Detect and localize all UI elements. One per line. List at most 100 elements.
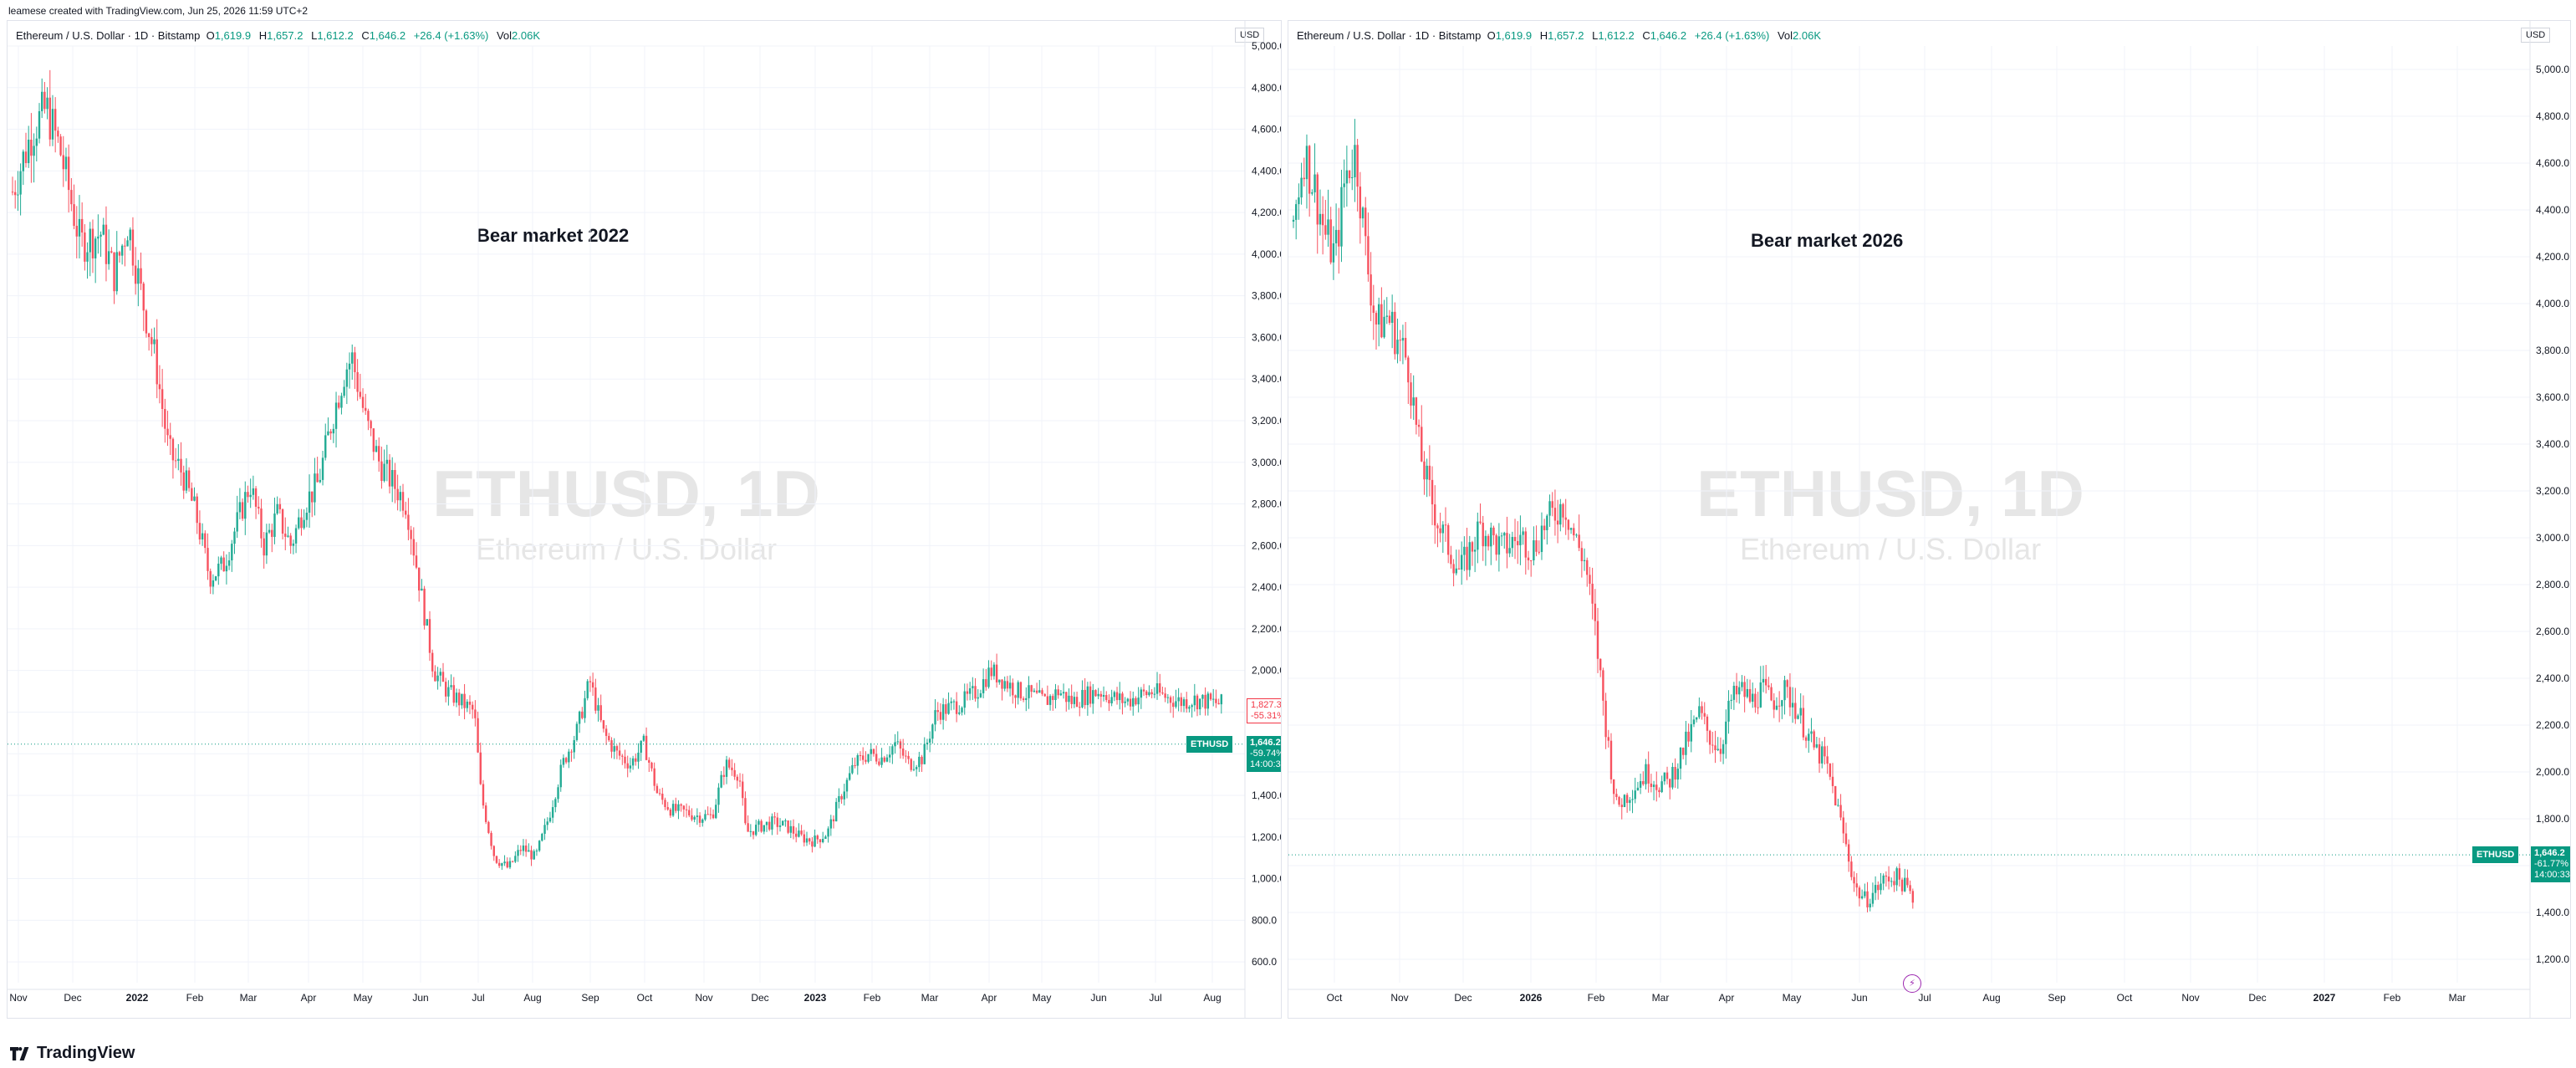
- candle-body: [1594, 603, 1597, 621]
- candle-body: [359, 391, 362, 397]
- x-tick-label: Oct: [1327, 992, 1343, 1004]
- candle-body: [987, 667, 990, 687]
- candle-body: [91, 228, 94, 258]
- candle-body: [1177, 697, 1180, 702]
- candle-body: [635, 758, 637, 762]
- candle-body: [428, 619, 431, 653]
- candle-body: [658, 793, 661, 795]
- candle-body: [1511, 537, 1514, 549]
- candle-body: [1802, 708, 1805, 738]
- candle-body: [1471, 542, 1474, 552]
- candle-body: [1294, 204, 1298, 220]
- candle-body: [1417, 424, 1421, 427]
- candle-body: [968, 687, 972, 694]
- candles: [11, 69, 1223, 871]
- candle-body: [490, 832, 492, 846]
- candle-body: [1818, 744, 1821, 764]
- candle-body: [227, 560, 231, 566]
- candle-body: [966, 691, 969, 694]
- candle-body: [821, 839, 824, 843]
- candle-body: [706, 814, 709, 815]
- legend-vol: 2.06K: [1793, 29, 1822, 42]
- candle-body: [1121, 693, 1124, 703]
- candle-body: [316, 473, 319, 483]
- candle-body: [760, 820, 763, 832]
- y-tick-label: 3,600.0: [2536, 391, 2569, 403]
- candle-body: [677, 804, 680, 811]
- candle-body: [236, 512, 238, 532]
- candle-body: [1732, 686, 1736, 700]
- candle-body: [1065, 692, 1068, 703]
- y-tick-label: 5,000.0: [2536, 64, 2569, 75]
- candle-body: [1893, 881, 1895, 886]
- candle-body: [161, 389, 164, 409]
- candle-body: [1738, 687, 1741, 695]
- candle-body: [675, 804, 677, 811]
- candle-body: [193, 496, 196, 501]
- candle-body: [1540, 525, 1543, 552]
- candle-body: [431, 652, 434, 672]
- candle-body: [755, 825, 757, 835]
- candle-body: [1450, 554, 1452, 565]
- candle-body: [1506, 533, 1508, 554]
- candle-body: [575, 723, 579, 740]
- candle-body: [126, 240, 129, 247]
- candle-body: [982, 679, 985, 693]
- candle-body: [1663, 772, 1666, 782]
- candle-body: [1145, 691, 1148, 696]
- candle-body: [977, 697, 979, 699]
- candle-body: [305, 513, 309, 520]
- candle-body: [385, 459, 389, 464]
- candle-body: [115, 252, 118, 292]
- candle-body: [450, 685, 452, 687]
- candle-body: [1826, 756, 1829, 764]
- candle-body: [1030, 685, 1033, 692]
- goto-realtime-icon[interactable]: ⚡: [1903, 974, 1921, 993]
- chart-left[interactable]: Ethereum / U.S. Dollar · 1D · Bitstamp O…: [7, 20, 1282, 1019]
- candle-body: [1815, 744, 1819, 748]
- candle-body: [1824, 746, 1826, 757]
- candle-body: [1054, 689, 1057, 700]
- candle-body: [594, 687, 597, 711]
- y-tick-label: 1,200.0: [1252, 831, 1281, 843]
- candle-body: [319, 479, 322, 483]
- candle-body: [201, 533, 204, 540]
- candle-body: [564, 758, 568, 763]
- candle-body: [501, 863, 503, 866]
- candle-body: [1685, 731, 1687, 755]
- candle-body: [1412, 397, 1415, 406]
- currency-label[interactable]: USD: [2521, 28, 2551, 43]
- y-tick-label: 3,800.0: [2536, 345, 2569, 356]
- candle-body: [1327, 219, 1329, 235]
- candle-body: [963, 691, 966, 708]
- candle-body: [1781, 700, 1783, 707]
- candle-body: [287, 535, 289, 537]
- candle-body: [655, 785, 659, 794]
- candle-body: [522, 845, 525, 851]
- candle-body: [733, 769, 736, 777]
- legend-low: 1,612.2: [1598, 29, 1635, 42]
- candle-body: [1188, 707, 1191, 709]
- y-tick-label: 2,400.0: [1252, 581, 1281, 593]
- chart-right[interactable]: Ethereum / U.S. Dollar · 1D · Bitstamp O…: [1288, 20, 2571, 1019]
- candle-body: [1303, 177, 1305, 180]
- candle-body: [918, 756, 921, 768]
- x-tick-label: Jul: [472, 992, 484, 1004]
- candle-body: [1161, 692, 1164, 694]
- candle-body: [1142, 689, 1145, 692]
- candle-body: [1773, 700, 1775, 710]
- candle-body: [182, 472, 185, 491]
- candle-body: [1404, 338, 1407, 358]
- candle-body: [1097, 693, 1099, 697]
- candle-body: [185, 470, 188, 491]
- candle-body: [238, 502, 242, 513]
- candle-body: [1559, 503, 1562, 525]
- candle-body: [354, 352, 356, 373]
- candle-body: [375, 446, 378, 452]
- candle-body: [1569, 528, 1573, 530]
- candle-body: [1775, 705, 1778, 710]
- candle-body: [166, 428, 169, 436]
- y-tick-label: 2,000.0: [1252, 665, 1281, 677]
- candle-body: [867, 754, 870, 762]
- candle-body: [487, 821, 490, 833]
